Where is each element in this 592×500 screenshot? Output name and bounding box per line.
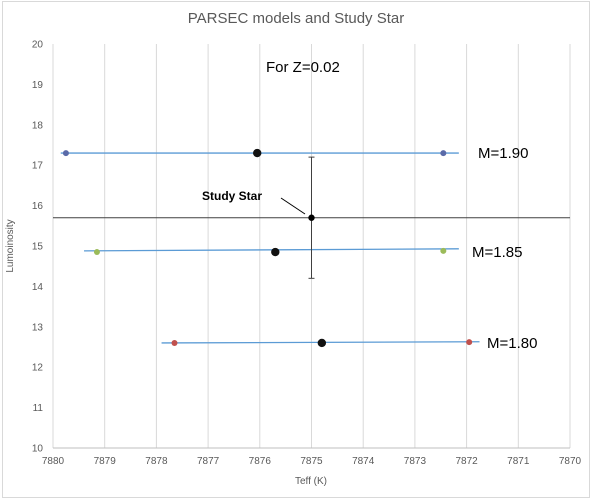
study-star-label: Study Star xyxy=(202,189,262,203)
label-m185: M=1.85 xyxy=(472,244,522,261)
y-tick-label: 15 xyxy=(32,242,44,253)
x-tick-label: 7870 xyxy=(559,456,582,467)
x-tick-label: 7878 xyxy=(145,456,168,467)
metallicity-annotation: For Z=0.02 xyxy=(266,59,340,76)
model-point xyxy=(253,148,262,158)
y-tick-label: 10 xyxy=(32,444,44,455)
x-tick-label: 7873 xyxy=(404,456,427,467)
y-axis-label: Lumoinosity xyxy=(5,219,16,272)
model-point xyxy=(171,339,178,346)
y-tick-label: 13 xyxy=(32,322,44,333)
x-tick-label: 7877 xyxy=(197,456,220,467)
y-tick-label: 17 xyxy=(32,161,44,172)
y-tick-label: 12 xyxy=(32,363,44,374)
study-star-layer xyxy=(53,156,570,279)
y-tick-label: 19 xyxy=(32,80,44,91)
model-point xyxy=(440,247,447,254)
y-tick-label: 16 xyxy=(32,201,44,212)
y-tick-label: 11 xyxy=(33,403,44,414)
x-tick-label: 7875 xyxy=(300,456,323,467)
y-tick-label: 14 xyxy=(32,282,44,293)
label-m190: M=1.90 xyxy=(478,145,528,162)
x-axis-ticks: 7880 7879 7878 7877 7876 7875 7874 7873 7872 7871… xyxy=(42,456,582,467)
x-tick-label: 7872 xyxy=(455,456,478,467)
x-tick-label: 7871 xyxy=(507,456,530,467)
label-m180: M=1.80 xyxy=(487,335,537,352)
model-point xyxy=(271,247,280,257)
x-tick-label: 7874 xyxy=(352,456,375,467)
x-tick-label: 7880 xyxy=(42,456,65,467)
model-point xyxy=(93,249,100,256)
model-point xyxy=(317,338,327,348)
model-point xyxy=(62,150,69,157)
series-layer xyxy=(60,148,480,348)
chart-title: PARSEC models and Study Star xyxy=(187,10,405,27)
study-star-leader-line xyxy=(280,197,306,215)
model-point xyxy=(440,150,447,157)
model-track-line xyxy=(84,248,459,252)
x-axis-label: Teff (K) xyxy=(295,476,327,487)
y-tick-label: 18 xyxy=(32,120,44,131)
x-tick-label: 7879 xyxy=(94,456,117,467)
y-axis-ticks: 10 11 12 13 14 15 16 17 18 19 20 xyxy=(32,40,44,455)
study-star-point xyxy=(308,214,315,221)
vertical-gridlines xyxy=(52,44,571,448)
model-point xyxy=(466,339,473,346)
y-tick-label: 20 xyxy=(32,40,44,51)
x-tick-label: 7876 xyxy=(249,456,272,467)
